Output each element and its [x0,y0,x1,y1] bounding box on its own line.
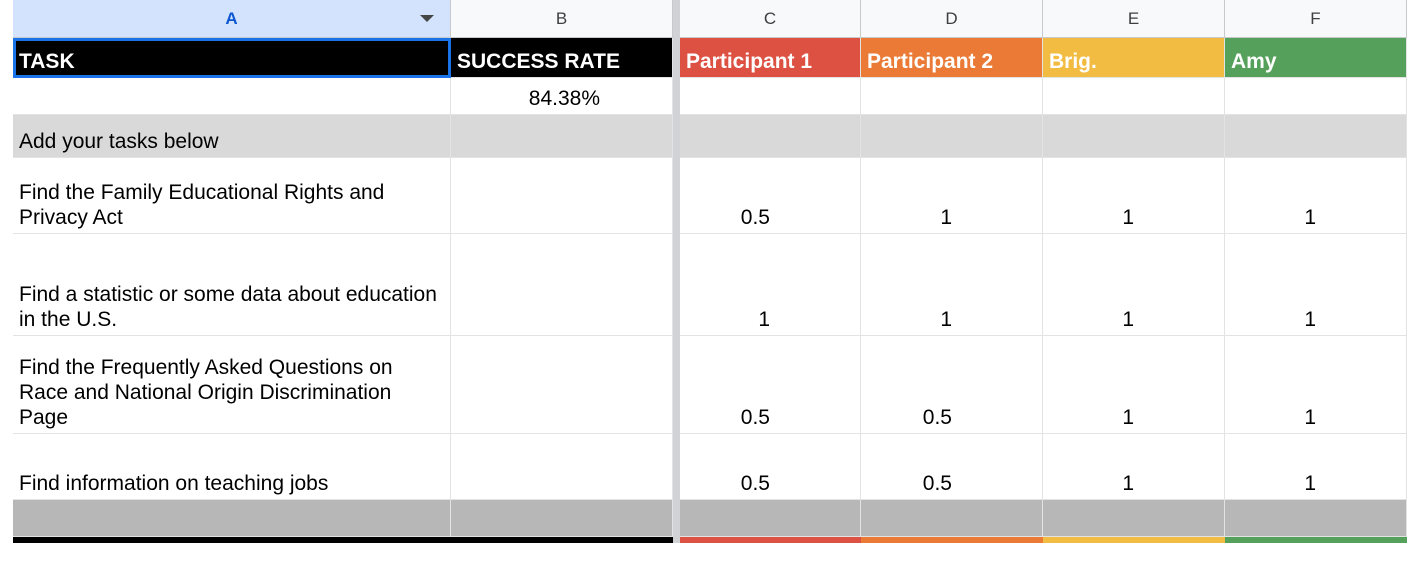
cell-task-score-p1[interactable]: 1 [680,234,861,336]
cell-footer-a[interactable] [13,500,451,537]
cell-task-score-p2[interactable]: 0.5 [861,434,1043,500]
cell-task-header[interactable]: TASK [13,38,451,78]
column-letter-a: A [225,8,238,28]
column-letter-e: E [1127,8,1140,28]
column-header-b[interactable]: B [451,0,673,38]
cell-participant2-header[interactable]: Participant 2 [861,38,1043,78]
cell-task-score-p2[interactable]: 1 [861,158,1043,234]
cell-participant3-header[interactable]: Brig. [1043,38,1225,78]
cell-task-success[interactable] [451,158,673,234]
column-letter-c: C [763,8,777,28]
cell-task-name[interactable]: Find the Frequently Asked Questions on R… [13,336,451,434]
bottom-strip-orange [861,537,1043,543]
cell-success-rate-header[interactable]: SUCCESS RATE [451,38,673,78]
cell-task-score-p4[interactable]: 1 [1225,434,1407,500]
column-letter-f: F [1310,8,1321,28]
cell-b3[interactable] [451,115,673,158]
cell-success-rate-value[interactable]: 84.38% [451,78,673,115]
cell-participant4-header[interactable]: Amy [1225,38,1407,78]
cell-a2[interactable] [13,78,451,115]
column-letter-b: B [555,8,568,28]
cell-task-score-p2[interactable]: 0.5 [861,336,1043,434]
column-header-d[interactable]: D [861,0,1043,38]
cell-task-score-p4[interactable]: 1 [1225,234,1407,336]
cell-task-name[interactable]: Find a statistic or some data about educ… [13,234,451,336]
cell-task-score-p4[interactable]: 1 [1225,158,1407,234]
cell-task-score-p3[interactable]: 1 [1043,434,1225,500]
cell-task-name[interactable]: Find the Family Educational Rights and P… [13,158,451,234]
cell-footer-b[interactable] [451,500,673,537]
frozen-column-divider[interactable] [673,0,680,543]
cell-task-score-p4[interactable]: 1 [1225,336,1407,434]
cell-task-score-p3[interactable]: 1 [1043,158,1225,234]
cell-d3[interactable] [861,115,1043,158]
bottom-strip-red [680,537,861,543]
cell-task-score-p3[interactable]: 1 [1043,336,1225,434]
cell-participant1-header[interactable]: Participant 1 [680,38,861,78]
column-header-c[interactable]: C [680,0,861,38]
bottom-strip-yellow [1043,537,1225,543]
dropdown-triangle-icon[interactable] [420,15,434,22]
cell-c2[interactable] [680,78,861,115]
column-letter-d: D [945,8,958,28]
cell-e2[interactable] [1043,78,1225,115]
cell-task-success[interactable] [451,336,673,434]
cell-footer-e[interactable] [1043,500,1225,537]
cell-e3[interactable] [1043,115,1225,158]
cell-task-score-p2[interactable]: 1 [861,234,1043,336]
cell-footer-d[interactable] [861,500,1043,537]
column-header-a[interactable]: A [13,0,451,38]
cell-footer-c[interactable] [680,500,861,537]
cell-footer-f[interactable] [1225,500,1407,537]
cell-c3[interactable] [680,115,861,158]
bottom-strip-black [13,537,673,543]
column-header-f[interactable]: F [1225,0,1407,38]
cell-task-score-p3[interactable]: 1 [1043,234,1225,336]
column-header-e[interactable]: E [1043,0,1225,38]
cell-task-score-p1[interactable]: 0.5 [680,158,861,234]
cell-section-label[interactable]: Add your tasks below [13,115,451,158]
cell-f2[interactable] [1225,78,1407,115]
cell-task-success[interactable] [451,234,673,336]
cell-task-name[interactable]: Find information on teaching jobs [13,434,451,500]
cell-task-score-p1[interactable]: 0.5 [680,434,861,500]
bottom-strip-green [1225,537,1407,543]
cell-f3[interactable] [1225,115,1407,158]
cell-d2[interactable] [861,78,1043,115]
cell-task-score-p1[interactable]: 0.5 [680,336,861,434]
cell-task-success[interactable] [451,434,673,500]
